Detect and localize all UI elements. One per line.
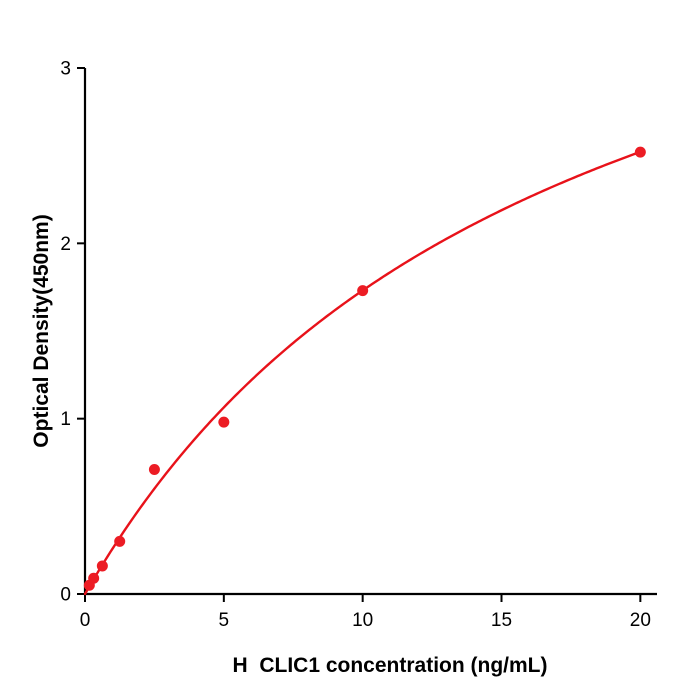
x-tick-label: 10	[352, 610, 373, 631]
x-tick-label: 20	[630, 610, 651, 631]
data-point	[148, 464, 160, 476]
y-tick-label: 2	[60, 234, 71, 255]
data-point	[218, 416, 230, 428]
x-tick-label: 5	[219, 610, 230, 631]
y-tick-label: 3	[60, 59, 71, 80]
data-point	[88, 572, 100, 584]
y-tick-label: 1	[60, 409, 71, 430]
x-axis-label: H CLIC1 concentration (ng/mL)	[232, 654, 548, 677]
data-point	[114, 535, 126, 547]
y-axis-label: Optical Density(450nm)	[30, 214, 53, 448]
data-point	[634, 146, 646, 158]
x-tick-label: 0	[80, 610, 91, 631]
y-tick-label: 0	[60, 585, 71, 606]
x-tick-label: 15	[491, 610, 512, 631]
data-point	[96, 560, 108, 572]
data-point	[357, 285, 369, 297]
fit-curve	[83, 150, 642, 596]
